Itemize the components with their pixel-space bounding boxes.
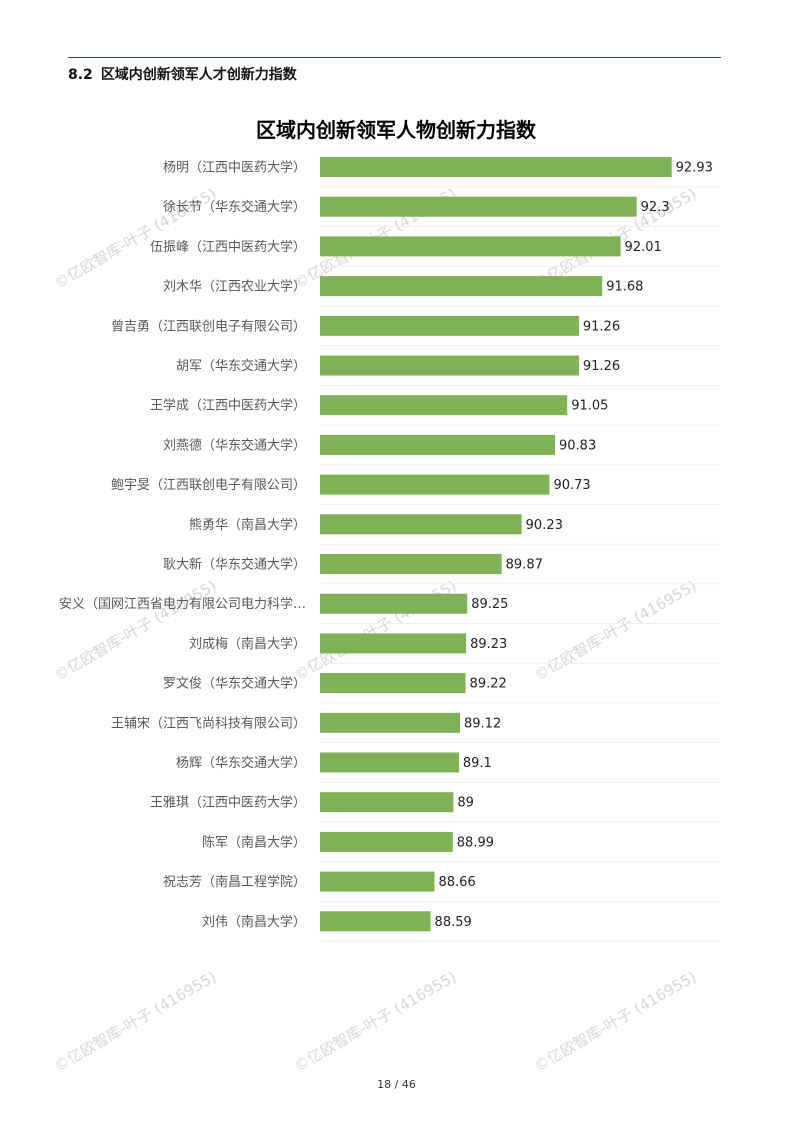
category-label: 刘燕德（华东交通大学） [163,437,306,453]
section-heading: 8.2 区域内创新领军人才创新力指数 [68,64,297,84]
value-label: 90.23 [526,518,563,533]
value-label: 88.59 [435,915,472,930]
category-label: 鲍宇旻（江西联创电子有限公司） [111,478,306,493]
category-labels: 杨明（江西中医药大学） 徐长节（华东交通大学） 伍振峰（江西中医药大学） 刘木华（江西… [59,160,306,930]
value-label: 91.26 [583,319,620,334]
category-label: 安义（国网江西省电力有限公司电力科学… [59,596,306,612]
value-label: 89.25 [471,597,508,612]
bar [320,196,637,217]
bar [320,355,579,376]
category-label: 刘伟（南昌大学） [202,914,306,930]
value-label: 89.12 [464,716,501,731]
category-label: 杨辉（华东交通大学） [176,755,306,771]
bar [320,831,453,852]
bar [320,593,468,614]
value-label: 91.68 [606,280,643,295]
value-label: 89 [457,796,474,811]
page-total: 46 [401,1078,416,1091]
bar [320,712,460,733]
bar [320,157,672,177]
category-label: 王学成（江西中医药大学） [150,398,306,414]
value-label: 89.23 [470,637,507,652]
value-label: 88.99 [457,835,494,850]
category-label: 杨明（江西中医药大学） [163,160,306,176]
bar [320,792,454,813]
value-label: 89.1 [463,756,492,771]
bar [320,911,431,932]
bar [320,673,466,694]
value-label: 88.66 [438,875,475,890]
category-label: 陈军（南昌大学） [202,834,306,850]
category-label: 伍振峰（江西中医药大学） [150,239,306,255]
bar [320,276,603,297]
category-label: 罗文俊（华东交通大学） [163,676,306,692]
category-label: 徐长节（华东交通大学） [163,199,306,215]
bar [320,236,621,257]
bar [320,395,568,416]
category-label: 王辅宋（江西飞尚科技有限公司） [111,716,306,731]
value-label: 92.01 [625,240,662,255]
bar [320,554,502,574]
category-label: 胡军（华东交通大学） [176,358,306,374]
bar [320,514,522,535]
section-title: 区域内创新领军人才创新力指数 [100,67,297,83]
bar [320,752,459,773]
row-gridlines [320,186,720,942]
category-label: 祝志芳（南昌工程学院） [163,874,306,890]
bar [320,315,579,336]
value-label: 90.73 [553,478,590,493]
category-label: 耿大新（华东交通大学） [163,557,306,573]
category-label: 刘成梅（南昌大学） [189,636,306,652]
value-label: 90.83 [559,438,596,453]
chart-title: 区域内创新领军人物创新力指数 [256,118,537,142]
bar [320,434,555,455]
value-label: 91.26 [583,359,620,374]
category-label: 熊勇华（南昌大学） [189,517,306,533]
page-separator: / [394,1078,399,1091]
category-label: 曾吉勇（江西联创电子有限公司） [111,319,306,334]
bar [320,633,467,654]
category-label: 刘木华（江西农业大学） [163,279,306,295]
page-number: 18 / 46 [0,1078,793,1091]
value-label: 92.93 [676,161,713,176]
header-rule [68,57,721,58]
bar [320,871,435,892]
value-label: 89.87 [506,558,543,573]
value-label: 92.3 [641,200,670,215]
section-number: 8.2 [68,67,93,83]
category-label: 王雅琪（江西中医药大学） [150,795,306,811]
value-labels: 92.93 92.3 92.01 91.68 91.26 91.26 91.05 90.83 9… [435,161,713,930]
bar [320,474,550,495]
value-label: 91.05 [571,399,608,414]
page-current: 18 [377,1078,392,1091]
bars [320,157,672,932]
value-label: 89.22 [470,677,507,692]
